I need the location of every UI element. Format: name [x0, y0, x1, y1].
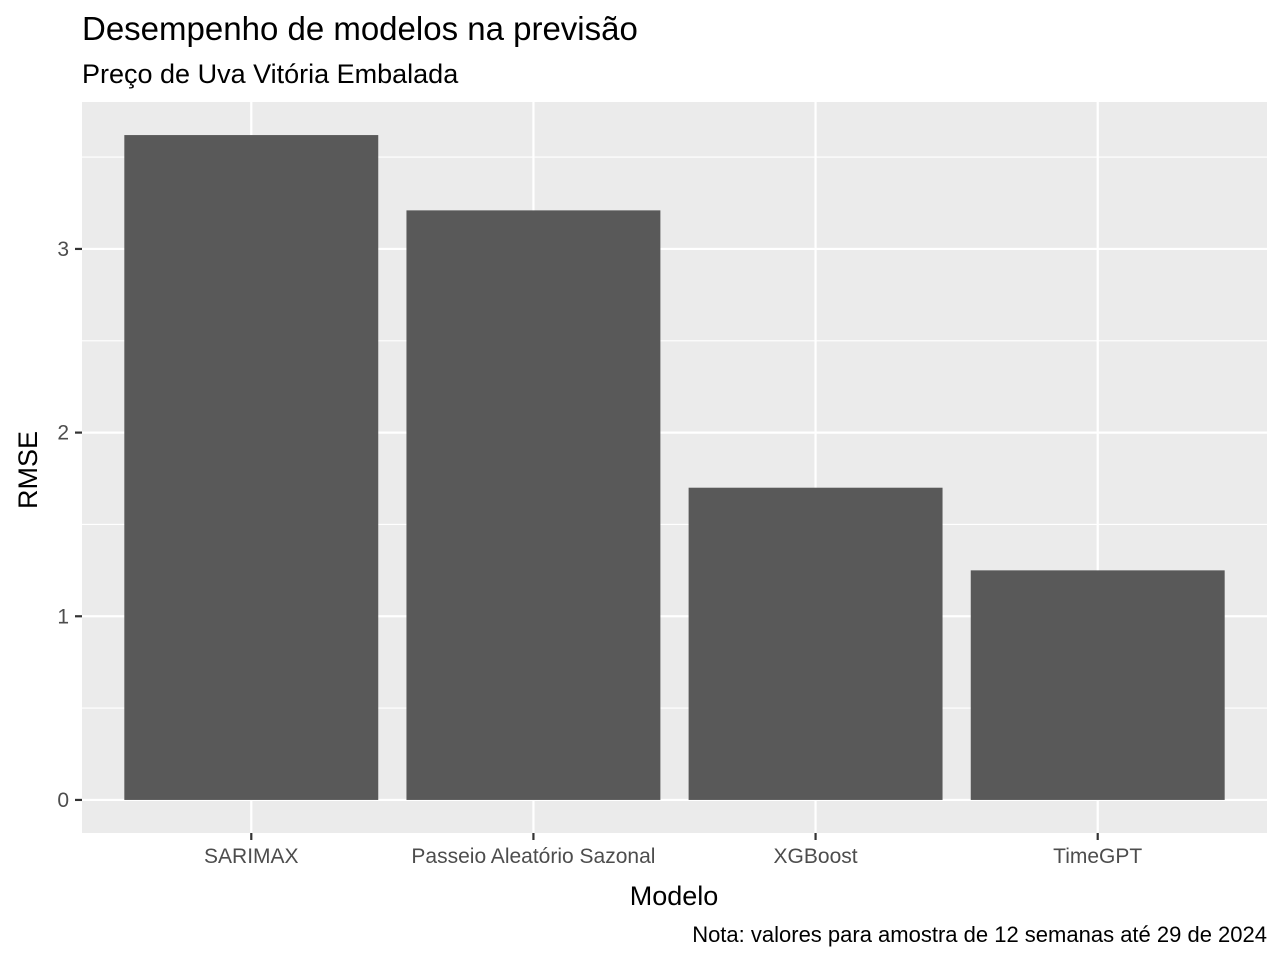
x-tick-label: TimeGPT — [1053, 845, 1142, 868]
bar — [124, 135, 379, 800]
x-axis: SARIMAX Passeio Aleatório Sazonal XGBoost T… — [204, 833, 1142, 868]
y-tick-label: 0 — [57, 789, 69, 812]
y-tick-label: 3 — [57, 238, 69, 261]
x-tick-label: XGBoost — [774, 845, 858, 868]
bar — [406, 210, 661, 800]
x-axis-title: Modelo — [630, 881, 719, 911]
y-tick-label: 2 — [57, 422, 69, 445]
chart-subtitle: Preço de Uva Vitória Embalada — [82, 59, 459, 89]
chart-title: Desempenho de modelos na previsão — [82, 10, 638, 47]
bar — [970, 570, 1225, 800]
chart-caption: Nota: valores para amostra de 12 semanas… — [692, 922, 1267, 947]
x-tick-label: SARIMAX — [204, 845, 299, 868]
y-axis-title: RMSE — [13, 431, 43, 509]
y-axis: 0 1 2 3 — [57, 238, 82, 812]
x-tick-label: Passeio Aleatório Sazonal — [411, 845, 655, 868]
bar-series — [124, 135, 1225, 800]
y-tick-label: 1 — [57, 605, 69, 628]
bar — [688, 487, 943, 800]
